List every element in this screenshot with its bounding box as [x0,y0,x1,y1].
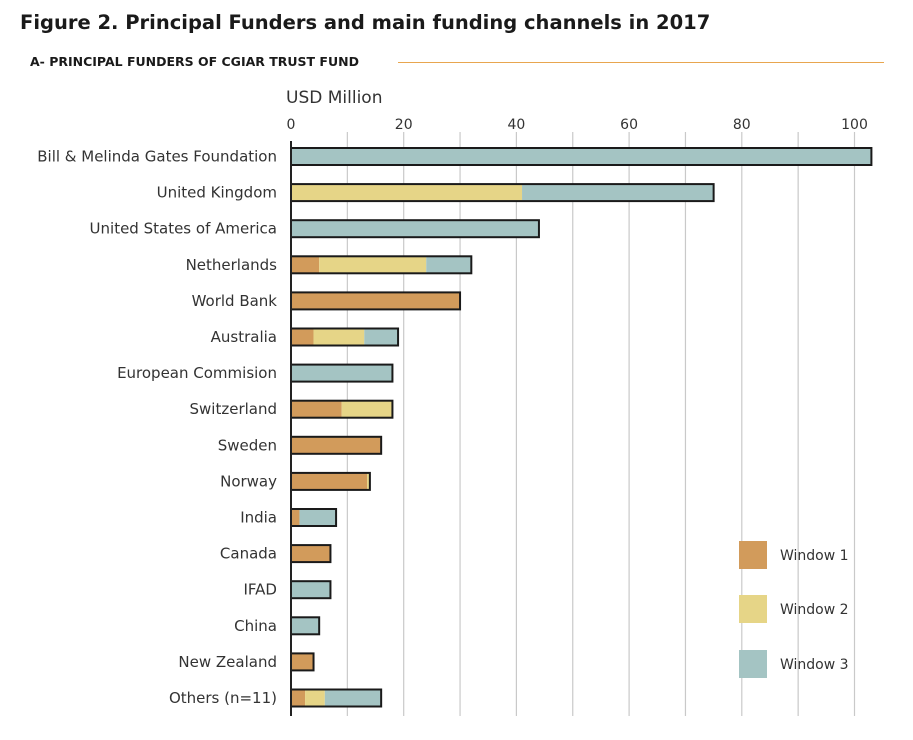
bar-segment-window-2 [291,184,523,202]
bar-segment-window-3 [291,617,320,635]
category-labels: Bill & Melinda Gates Foundation United Ki… [37,148,277,708]
legend-label: Window 2 [780,602,849,618]
figure-title: Figure 2. Principal Funders and main fun… [20,11,711,34]
x-tick-label: 0 [287,117,296,133]
bar-segment-window-1 [291,509,300,526]
category-label: Switzerland [190,400,278,418]
legend: Window 1 Window 2 Window 3 [739,541,849,678]
bar-segment-window-1 [291,256,320,274]
category-label: New Zealand [178,653,277,671]
category-label: Australia [211,328,277,346]
bar-segment-window-1 [291,472,368,490]
bars [290,147,873,708]
x-tick-label: 100 [841,117,868,133]
category-label: European Commision [117,364,277,382]
category-label: Canada [220,545,277,563]
bar-segment-window-2 [367,472,370,490]
bar-segment-window-1 [291,689,306,707]
category-label: IFAD [244,581,278,599]
x-tick-labels: 0 20 40 60 80 100 [287,117,868,133]
legend-swatch [739,650,767,678]
category-label: Sweden [218,436,277,454]
bar-segment-window-1 [291,436,382,454]
bar-segment-window-3 [291,364,393,382]
bar-segment-window-3 [291,148,872,165]
bar-segment-window-2 [319,256,427,274]
bar-segment-window-1 [291,653,314,671]
legend-swatch [739,595,767,623]
category-label: Others (n=11) [169,689,277,707]
bar-segment-window-1 [291,400,342,418]
category-label: United Kingdom [157,184,277,202]
bar-segment-window-3 [522,184,714,202]
bar-segment-window-2 [305,689,325,707]
bar-segment-window-3 [299,509,337,526]
x-tick-label: 80 [733,117,751,133]
legend-label: Window 1 [780,548,849,564]
x-tick-label: 60 [620,117,638,133]
bar-segment-window-3 [364,328,399,346]
gridlines [346,132,856,716]
chart-subtitle: A- PRINCIPAL FUNDERS OF CGIAR TRUST FUND [30,54,359,69]
legend-label: Window 3 [780,657,849,673]
category-label: United States of America [90,220,277,238]
bar-segment-window-3 [426,256,472,274]
bar-segment-window-1 [291,545,331,563]
category-label: World Bank [192,292,278,310]
bar-segment-window-2 [341,400,393,418]
legend-swatch [739,541,767,569]
category-label: Norway [220,472,277,490]
category-label: India [240,509,277,527]
bar-segment-window-3 [291,220,539,238]
x-tick-label: 40 [507,117,525,133]
bar-segment-window-3 [291,581,331,599]
x-tick-label: 20 [395,117,413,133]
x-axis-title: USD Million [286,88,382,108]
category-label: China [234,617,277,635]
category-label: Netherlands [186,256,278,274]
bar-segment-window-3 [324,689,382,707]
category-label: Bill & Melinda Gates Foundation [37,148,277,166]
bar-segment-window-1 [291,292,461,310]
subtitle-rule [398,62,884,63]
bar-segment-window-1 [291,328,314,346]
bar-segment-window-2 [313,328,365,346]
